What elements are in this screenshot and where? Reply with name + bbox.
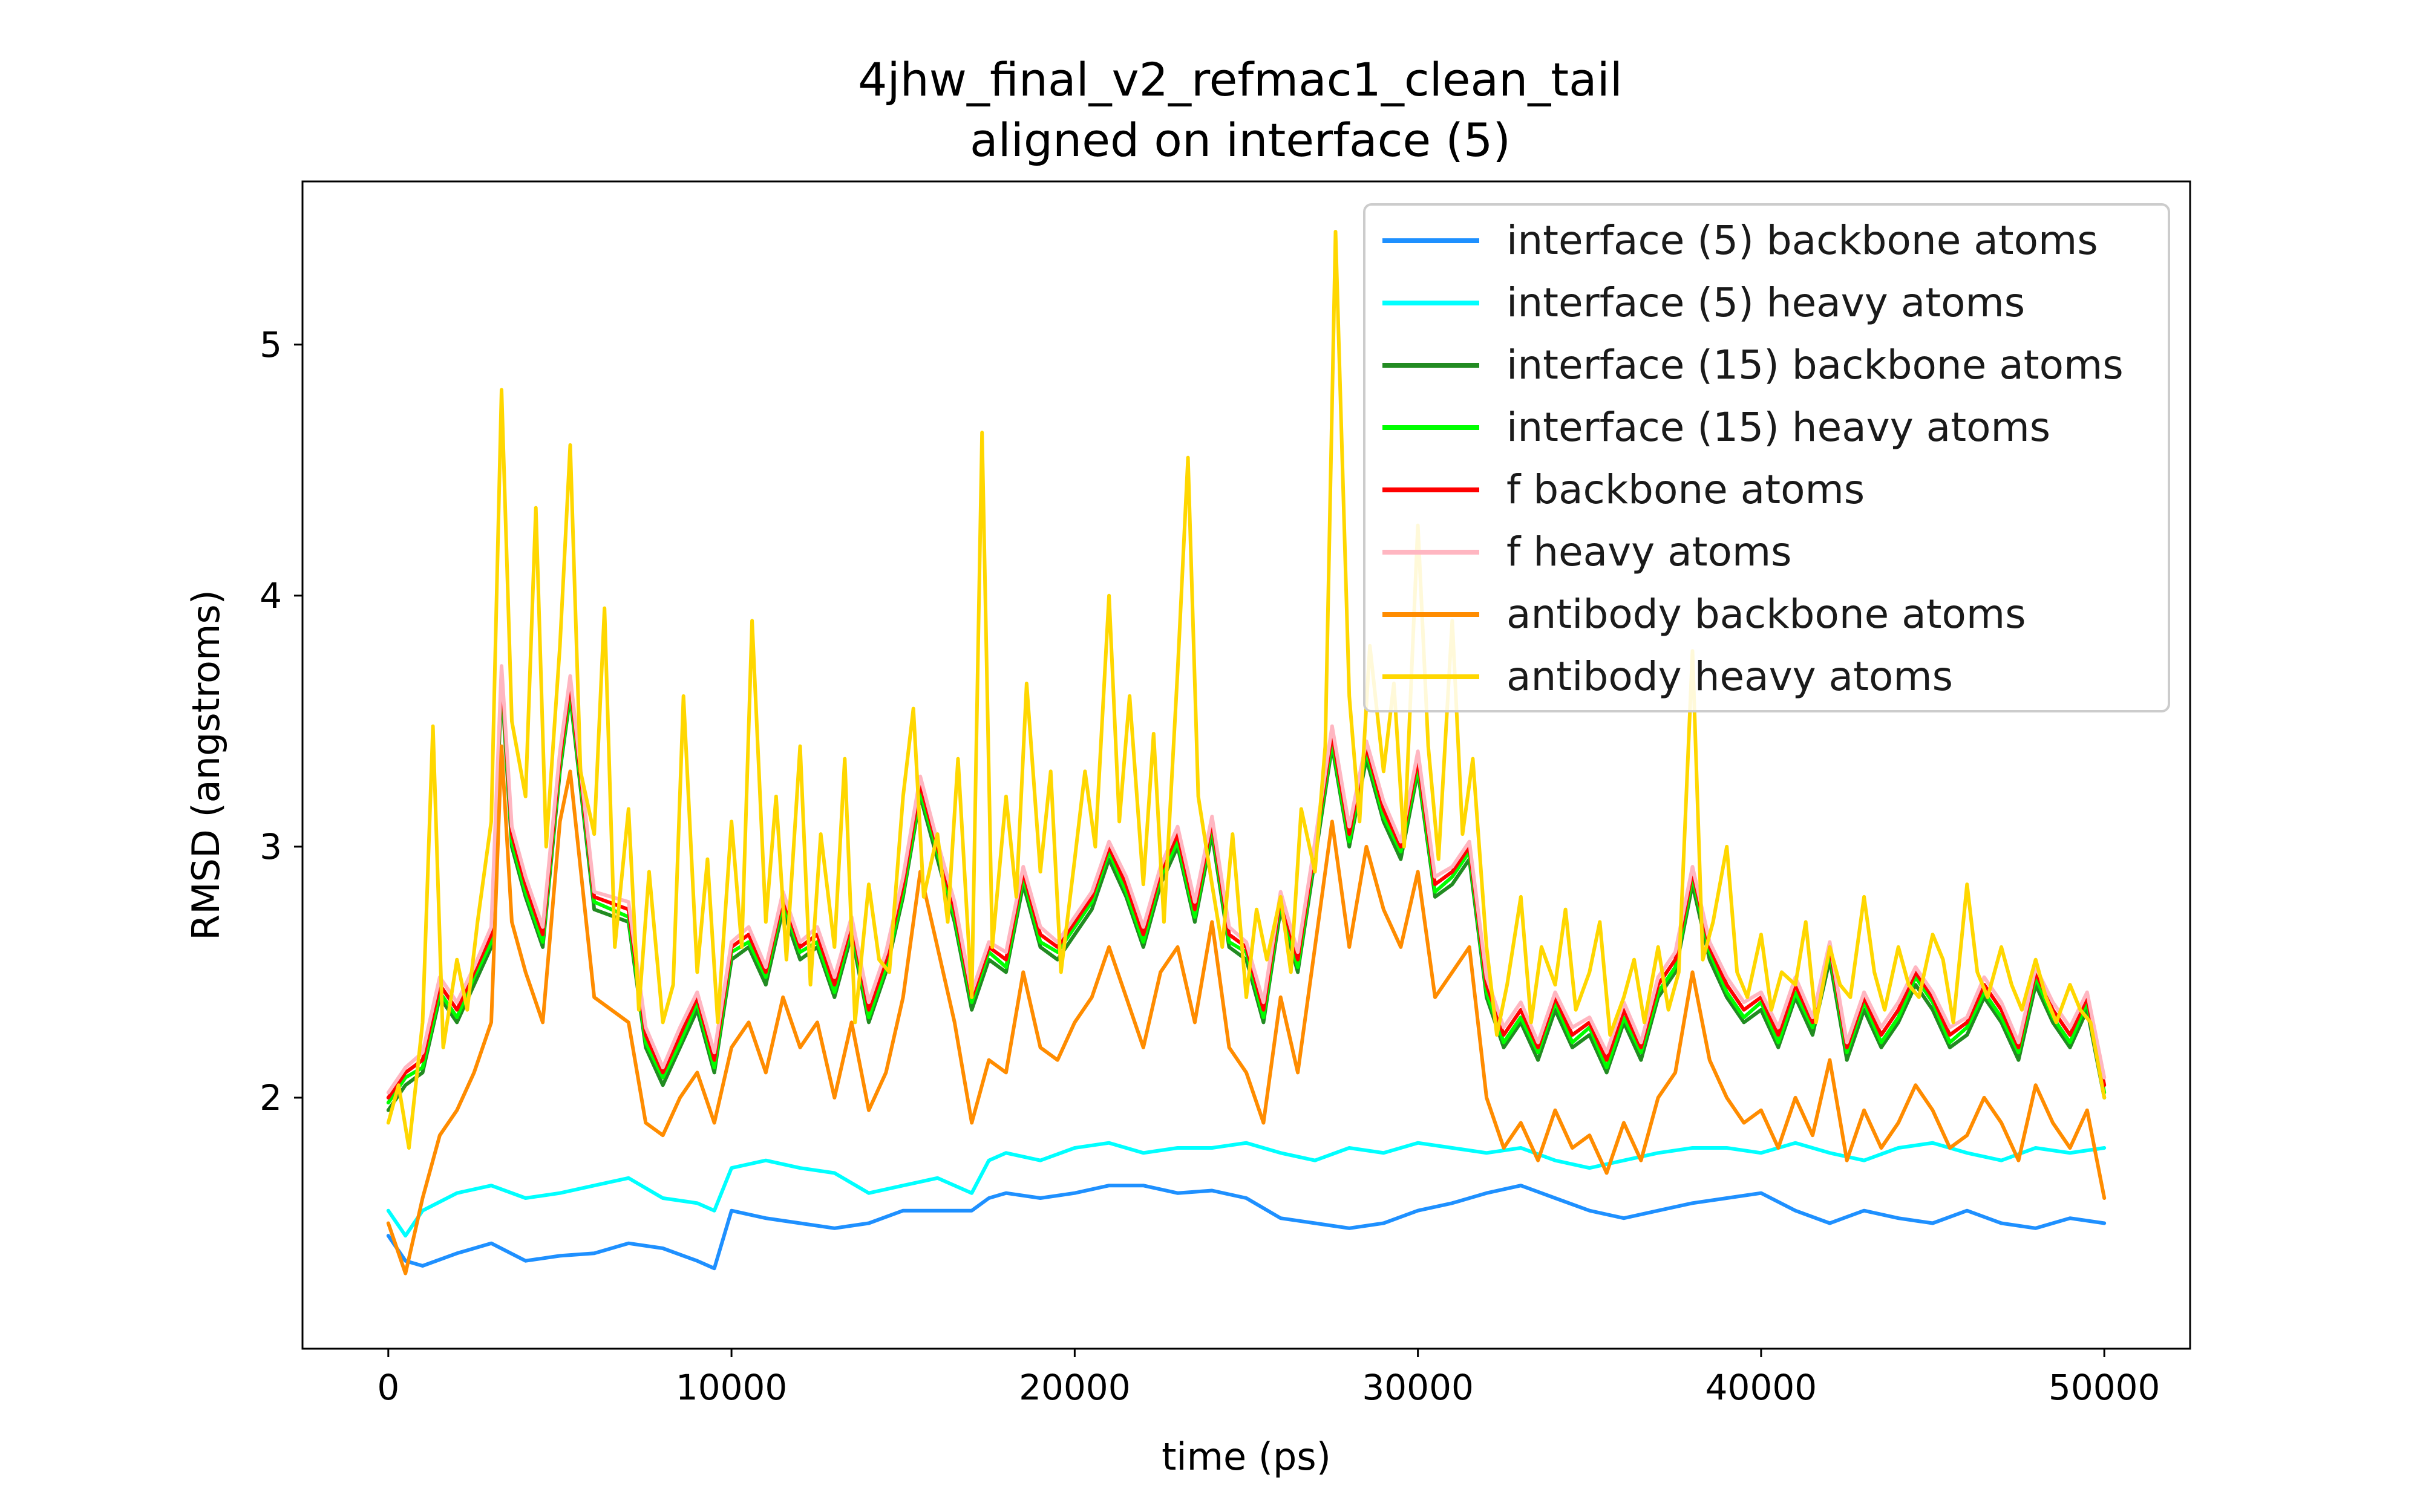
series-layer bbox=[386, 230, 2107, 1276]
legend-label-3: interface (15) backbone atoms bbox=[1506, 342, 2124, 388]
x-tick-label: 50000 bbox=[2049, 1367, 2160, 1408]
x-tick-label: 40000 bbox=[1705, 1367, 1817, 1408]
series-line-8 bbox=[386, 230, 2107, 1150]
y-tick-label: 5 bbox=[260, 324, 282, 365]
chart-subtitle: aligned on interface (5) bbox=[970, 113, 1511, 167]
legend-label-7: antibody backbone atoms bbox=[1506, 591, 2026, 637]
x-tick-label: 20000 bbox=[1019, 1367, 1131, 1408]
chart-title: 4jhw_final_v2_refmac1_clean_tail bbox=[858, 53, 1623, 106]
y-axis: 2 3 4 5 bbox=[260, 324, 302, 1118]
legend-label-2: interface (5) heavy atoms bbox=[1506, 279, 2025, 326]
x-tick-label: 0 bbox=[377, 1367, 399, 1408]
plot-area-frame bbox=[301, 180, 2191, 1350]
series-line-7 bbox=[386, 744, 2107, 1276]
x-tick-label: 10000 bbox=[676, 1367, 788, 1408]
series-line-6 bbox=[386, 664, 2107, 1095]
x-axis: 0 10000 20000 30000 40000 50000 bbox=[377, 1349, 2160, 1408]
legend: interface (5) backbone atoms interface (5… bbox=[1363, 203, 2170, 712]
legend-label-1: interface (5) backbone atoms bbox=[1506, 217, 2098, 264]
legend-label-4: interface (15) heavy atoms bbox=[1506, 404, 2050, 451]
y-tick-label: 2 bbox=[260, 1077, 282, 1118]
x-axis-label: time (ps) bbox=[1162, 1435, 1331, 1479]
legend-entries: interface (5) backbone atoms interface (5… bbox=[1382, 217, 2124, 700]
y-tick-label: 4 bbox=[260, 575, 282, 616]
legend-label-8: antibody heavy atoms bbox=[1506, 653, 1953, 700]
legend-label-6: f heavy atoms bbox=[1506, 529, 1792, 575]
x-tick-label: 30000 bbox=[1362, 1367, 1474, 1408]
series-line-2 bbox=[386, 1141, 2107, 1238]
legend-frame bbox=[1363, 203, 2170, 712]
series-line-1 bbox=[386, 1184, 2107, 1271]
y-tick-label: 3 bbox=[260, 826, 282, 867]
legend-label-5: f backbone atoms bbox=[1506, 466, 1865, 513]
y-axis-label: RMSD (angstroms) bbox=[184, 590, 228, 940]
